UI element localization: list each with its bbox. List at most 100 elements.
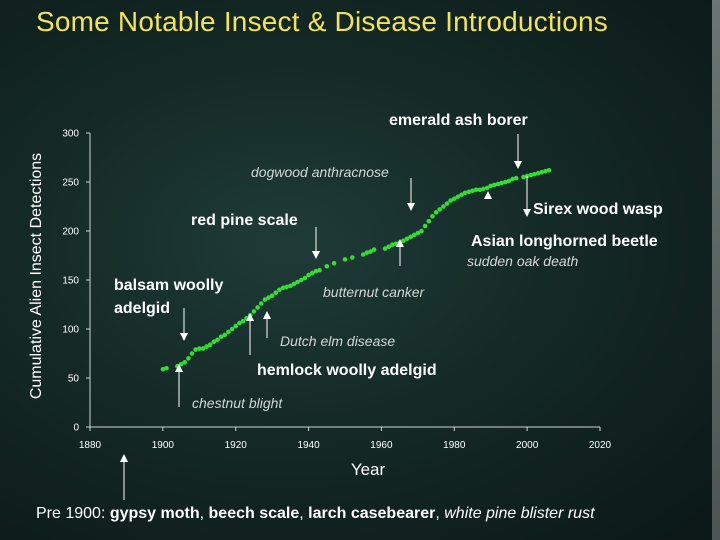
data-point xyxy=(539,169,544,175)
data-point xyxy=(371,247,377,252)
data-point xyxy=(251,309,257,314)
data-point xyxy=(455,194,461,199)
x-tick-label: 2000 xyxy=(516,440,539,451)
x-tick-label: 1880 xyxy=(79,440,102,451)
slide-title: Some Notable Insect & Disease Introducti… xyxy=(36,6,609,37)
data-point xyxy=(280,285,286,291)
data-point xyxy=(444,201,450,206)
data-point xyxy=(309,270,315,276)
annotation-label: adelgid xyxy=(114,300,170,317)
data-point xyxy=(433,210,439,215)
x-tick-label: 1980 xyxy=(443,440,466,451)
data-point xyxy=(481,186,486,192)
data-point xyxy=(466,189,472,195)
data-point xyxy=(342,257,348,262)
annotation-labels: emerald ash borer dogwood anthracnose Sire… xyxy=(114,112,663,411)
y-tick-label: 200 xyxy=(62,227,79,238)
pre-1900-note: Pre 1900: gypsy moth, beech scale, larch… xyxy=(36,505,595,523)
data-point xyxy=(419,228,424,234)
data-point xyxy=(437,207,443,212)
axes: 1880 1900 1920 1940 1960 1980 2000 2020 0 50 100 15… xyxy=(28,129,612,480)
data-point xyxy=(430,214,435,219)
data-point xyxy=(411,232,417,238)
data-point xyxy=(211,339,217,345)
footer-separator: , xyxy=(435,505,445,522)
data-point xyxy=(499,180,504,186)
data-point xyxy=(258,301,264,306)
data-point xyxy=(295,279,300,285)
data-point xyxy=(415,230,421,236)
data-point xyxy=(492,182,497,188)
data-point xyxy=(477,187,483,193)
annotation-label: hemlock woolly adelgid xyxy=(257,362,437,379)
data-point xyxy=(503,179,508,185)
data-point xyxy=(291,281,297,287)
data-point xyxy=(350,255,355,260)
data-point xyxy=(215,337,220,343)
data-point xyxy=(200,346,206,351)
data-point xyxy=(521,174,526,180)
footer-separator: , xyxy=(299,505,309,522)
footer-pest-1: gypsy moth xyxy=(109,505,200,522)
data-point xyxy=(404,236,410,242)
data-point xyxy=(317,267,322,273)
y-tick-label: 100 xyxy=(62,325,79,336)
data-point xyxy=(229,326,235,332)
footer-separator: , xyxy=(199,505,209,522)
data-point xyxy=(233,323,238,329)
y-tick-label: 300 xyxy=(62,129,79,140)
data-point xyxy=(470,188,475,194)
data-point xyxy=(302,275,308,281)
annotation-label: sudden oak death xyxy=(467,253,579,269)
y-tick-label: 250 xyxy=(62,178,79,189)
data-point xyxy=(266,295,271,300)
y-axis-label: Cumulative Alien Insect Detections xyxy=(28,153,45,399)
data-point xyxy=(426,218,432,224)
data-point xyxy=(226,329,231,335)
data-point xyxy=(528,172,534,178)
data-point xyxy=(288,283,293,289)
data-point xyxy=(473,187,479,193)
data-point xyxy=(240,318,246,324)
data-point xyxy=(382,246,388,251)
data-point xyxy=(513,175,519,181)
data-point xyxy=(535,170,541,176)
data-point xyxy=(386,244,392,249)
annotation-label: butternut canker xyxy=(323,284,426,300)
footer-pest-3: larch casebearer xyxy=(308,505,436,522)
data-point xyxy=(284,284,290,290)
annotation-label: Dutch elm disease xyxy=(280,333,395,349)
footer-pest-2: beech scale xyxy=(208,505,300,522)
data-point xyxy=(532,171,537,177)
data-point xyxy=(244,315,249,321)
x-tick-label: 1960 xyxy=(370,440,393,451)
data-point xyxy=(189,351,195,356)
x-tick-label: 1940 xyxy=(297,440,320,451)
data-point xyxy=(488,183,494,189)
data-point xyxy=(182,360,187,365)
annotation-label: chestnut blight xyxy=(192,395,283,411)
annotation-label: dogwood anthracnose xyxy=(251,164,389,180)
data-point xyxy=(277,287,282,293)
data-point xyxy=(422,223,428,229)
data-point xyxy=(262,297,268,302)
data-point xyxy=(408,234,413,240)
annotation-label: red pine scale xyxy=(191,212,298,229)
data-point xyxy=(207,342,213,348)
data-point xyxy=(237,320,242,326)
annotation-label: Asian longhorned beetle xyxy=(471,233,658,250)
data-point xyxy=(484,185,490,191)
data-point xyxy=(306,272,311,278)
data-point xyxy=(452,196,457,201)
data-point xyxy=(459,192,464,197)
y-tick-label: 150 xyxy=(62,276,79,287)
x-tick-label: 1900 xyxy=(152,440,175,451)
data-point xyxy=(495,181,501,187)
x-tick-label: 2020 xyxy=(589,440,612,451)
data-point xyxy=(368,249,373,254)
data-point xyxy=(324,264,330,269)
data-point xyxy=(462,190,468,196)
window-edge xyxy=(712,0,720,540)
data-point xyxy=(360,252,366,257)
